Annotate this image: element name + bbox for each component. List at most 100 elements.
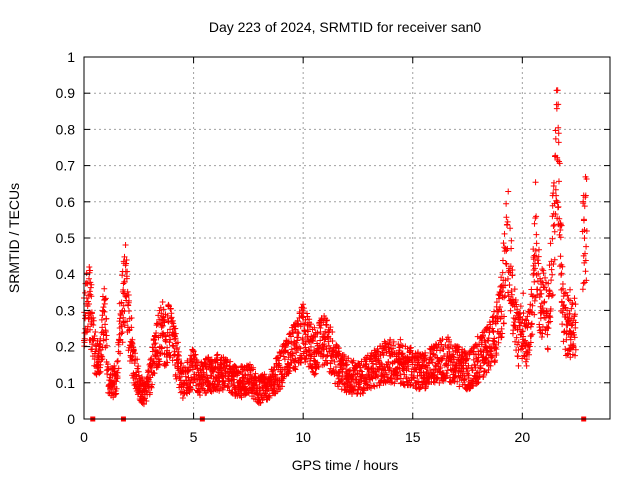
data-point [554,87,561,94]
data-point [565,296,572,303]
data-point [156,358,163,365]
data-point [361,386,368,393]
data-point [569,299,576,306]
data-point [430,351,437,358]
data-point [503,200,510,207]
data-point [555,139,562,146]
data-point [513,301,520,308]
data-point [439,355,446,362]
data-point [548,277,555,284]
y-tick-label: 0.1 [56,375,76,391]
data-point [118,330,125,337]
data-point [581,235,588,242]
data-point [250,390,257,397]
data-point [569,321,576,328]
data-point [503,214,510,221]
data-point [350,357,357,364]
data-point [122,242,129,249]
data-point [528,286,535,293]
data-point [307,343,314,350]
data-point [211,365,218,372]
data-point [323,322,330,329]
data-point [558,270,565,277]
data-point [551,228,558,235]
data-point [552,135,559,142]
data-point [152,332,159,339]
data-point [173,375,180,382]
data-point [160,306,167,313]
data-point [572,352,579,359]
data-point [119,339,126,346]
data-point [315,363,322,370]
data-point [159,299,166,306]
data-point [125,302,132,309]
data-point [358,372,365,379]
data-point [572,319,579,326]
data-point [554,199,561,206]
data-point [496,295,503,302]
data-point [156,361,163,368]
data-point [502,277,509,284]
data-point [158,310,165,317]
data-point [113,378,120,385]
data-point [220,377,227,384]
data-point [547,314,554,321]
data-point [86,263,93,270]
data-point [517,303,524,310]
data-point [85,275,92,282]
data-point [174,339,181,346]
data-point [501,230,508,237]
data-point [215,381,222,388]
data-point [304,310,311,317]
data-point [155,312,162,319]
data-point [229,388,236,395]
data-point [509,272,516,279]
data-point [135,372,142,379]
data-point [538,278,545,285]
x-tick-label: 0 [80,429,88,445]
data-point [84,323,91,330]
data-point [336,370,343,377]
data-point [322,321,329,328]
data-point [123,257,130,263]
data-point [534,286,541,293]
data-point [193,382,200,389]
data-point [196,389,203,396]
data-point [292,357,299,364]
data-point [210,368,217,375]
data-point [279,379,286,386]
data-point [321,340,328,347]
data-point [180,384,187,391]
data-point [311,353,318,360]
data-point [572,324,579,331]
data-point [307,321,314,328]
data-point [524,324,531,331]
data-point [498,325,505,332]
data-point [514,306,521,313]
data-point [335,348,342,355]
data-point [533,240,540,247]
data-point [285,361,292,368]
data-point [505,188,512,195]
data-point [503,260,510,267]
data-point [189,386,196,393]
data-point [505,293,512,300]
data-point [570,341,577,348]
data-point [295,334,302,341]
data-point [167,326,174,333]
data-point [312,334,319,341]
data-point [504,221,511,228]
data-point [97,364,104,371]
data-point [557,221,564,228]
data-point [492,345,499,352]
data-point [559,281,566,288]
data-point [124,288,131,295]
data-point [397,336,404,343]
data-point [489,327,496,334]
data-point [546,287,553,294]
data-point [225,383,232,390]
data-point [128,324,135,331]
data-point [556,215,563,222]
y-tick-label: 0.3 [56,302,76,318]
data-point [518,319,525,326]
